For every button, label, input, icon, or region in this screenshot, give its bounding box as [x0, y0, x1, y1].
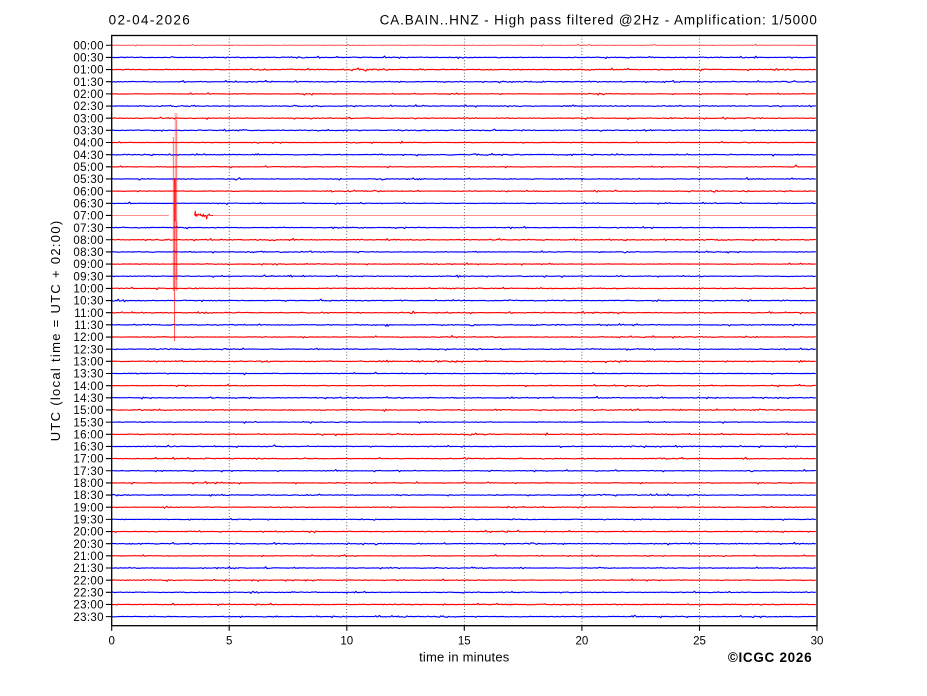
svg-text:18:00: 18:00	[73, 478, 104, 490]
svg-text:25: 25	[693, 636, 706, 648]
svg-text:16:00: 16:00	[73, 429, 104, 441]
svg-text:10:30: 10:30	[73, 296, 104, 308]
svg-text:19:30: 19:30	[73, 515, 104, 527]
svg-text:CA.BAIN..HNZ - High pass filte: CA.BAIN..HNZ - High pass filtered @2Hz -…	[380, 13, 818, 28]
svg-text:16:30: 16:30	[73, 442, 104, 454]
svg-text:00:30: 00:30	[73, 53, 104, 65]
svg-text:07:30: 07:30	[73, 223, 104, 235]
svg-text:11:30: 11:30	[74, 320, 104, 332]
svg-text:22:00: 22:00	[73, 575, 104, 587]
svg-text:5: 5	[226, 636, 232, 648]
svg-text:22:30: 22:30	[73, 587, 104, 599]
svg-text:00:00: 00:00	[73, 40, 104, 52]
svg-text:23:30: 23:30	[73, 612, 104, 624]
svg-text:04:30: 04:30	[73, 150, 104, 162]
svg-text:04:00: 04:00	[73, 138, 104, 150]
svg-text:19:00: 19:00	[73, 502, 104, 514]
svg-text:02:30: 02:30	[73, 101, 104, 113]
svg-text:06:30: 06:30	[73, 198, 104, 210]
svg-text:02:00: 02:00	[73, 89, 104, 101]
svg-text:02-04-2026: 02-04-2026	[109, 13, 192, 28]
svg-text:23:00: 23:00	[73, 600, 104, 612]
svg-text:21:00: 21:00	[73, 551, 104, 563]
svg-text:14:30: 14:30	[73, 393, 104, 405]
svg-text:20:30: 20:30	[73, 539, 104, 551]
svg-text:15:00: 15:00	[73, 405, 104, 417]
svg-text:20:00: 20:00	[73, 527, 104, 539]
svg-text:13:00: 13:00	[73, 356, 104, 368]
svg-text:15: 15	[458, 636, 471, 648]
svg-text:12:00: 12:00	[73, 332, 104, 344]
svg-text:11:00: 11:00	[74, 308, 104, 320]
svg-text:10:00: 10:00	[73, 284, 104, 296]
svg-text:17:30: 17:30	[73, 466, 104, 478]
svg-text:09:30: 09:30	[73, 271, 104, 283]
svg-text:21:30: 21:30	[73, 563, 104, 575]
svg-text:12:30: 12:30	[73, 344, 104, 356]
svg-text:01:30: 01:30	[73, 77, 104, 89]
svg-text:10: 10	[340, 636, 353, 648]
svg-text:06:00: 06:00	[73, 186, 104, 198]
svg-text:0: 0	[108, 636, 114, 648]
svg-text:05:30: 05:30	[73, 174, 104, 186]
svg-text:UTC (local time = UTC + 02:00): UTC (local time = UTC + 02:00)	[48, 220, 63, 442]
svg-text:03:00: 03:00	[73, 113, 104, 125]
svg-text:08:30: 08:30	[73, 247, 104, 259]
svg-text:30: 30	[811, 636, 824, 648]
svg-text:17:00: 17:00	[73, 454, 104, 466]
svg-text:time in minutes: time in minutes	[419, 650, 510, 665]
svg-text:18:30: 18:30	[73, 490, 104, 502]
svg-text:20: 20	[576, 636, 589, 648]
svg-text:05:00: 05:00	[73, 162, 104, 174]
svg-text:14:00: 14:00	[73, 381, 104, 393]
svg-text:03:30: 03:30	[73, 126, 104, 138]
svg-text:01:00: 01:00	[73, 65, 104, 77]
svg-text:07:00: 07:00	[73, 211, 104, 223]
svg-text:15:30: 15:30	[73, 417, 104, 429]
svg-text:08:00: 08:00	[73, 235, 104, 247]
svg-text:©ICGC 2026: ©ICGC 2026	[728, 650, 812, 665]
svg-text:13:30: 13:30	[73, 369, 104, 381]
svg-text:09:00: 09:00	[73, 259, 104, 271]
